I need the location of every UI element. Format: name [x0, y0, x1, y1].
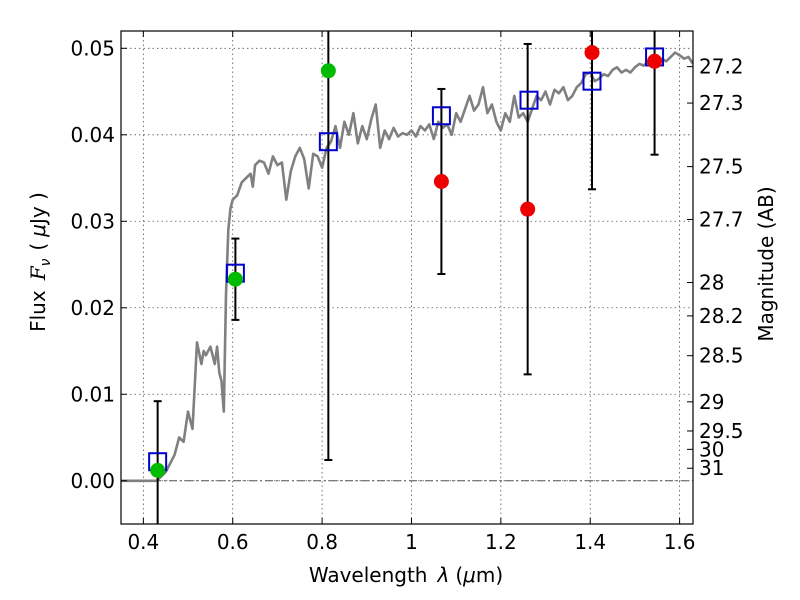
upper-limit-point	[520, 201, 536, 217]
y-tick-label: 0.03	[70, 209, 115, 233]
x-tick-label: 1.6	[664, 530, 696, 554]
magnitude-tick-label: 31	[699, 456, 724, 480]
axis-ticks	[121, 31, 693, 524]
y-tick-label: 0.04	[70, 123, 115, 147]
x-axis-label: Wavelength λ (μm)	[309, 563, 503, 587]
y-tick-label: 0.00	[70, 469, 115, 493]
magnitude-tick-label: 28	[699, 271, 724, 295]
magnitude-tick-label: 30	[699, 437, 724, 461]
magnitude-tick-label: 29	[699, 390, 724, 414]
y-tick-label: 0.02	[70, 296, 115, 320]
model-spectrum-line	[121, 51, 693, 483]
model-photometry-square	[582, 71, 602, 91]
x-tick-label: 1.4	[574, 530, 606, 554]
upper-limit-point	[647, 53, 663, 69]
x-tick-label: 0.4	[127, 530, 159, 554]
magnitude-tick-label: 28.2	[699, 304, 744, 328]
upper-limit-point	[584, 45, 600, 61]
y-tick-label: 0.01	[70, 382, 115, 406]
y-tick-labels: 0.00 0.01 0.02 0.03 0.04 0.05	[70, 36, 115, 492]
magnitude-tick-label: 29.5	[699, 419, 744, 443]
model-photometry-square	[431, 106, 451, 126]
data-markers	[148, 45, 665, 478]
upper-limit-point	[433, 173, 449, 189]
x-tick-labels: 0.4 0.6 0.8 1 1.2 1.4 1.6	[127, 530, 695, 554]
detection-point	[150, 462, 166, 478]
model-photometry-square	[519, 90, 539, 110]
x-tick-label: 1	[405, 530, 418, 554]
magnitude-tick-label: 28.5	[699, 344, 744, 368]
detection-point	[227, 271, 243, 287]
y-axis-label: FluxFν(μJy )	[26, 192, 54, 332]
magnitude-tick-label: 27.2	[699, 55, 744, 79]
magnitude-axis-label: Magnitude (AB)	[754, 186, 778, 341]
magnitude-tick-label: 27.3	[699, 91, 744, 115]
model-spectrum	[121, 51, 693, 483]
grid	[121, 31, 693, 524]
x-tick-label: 1.2	[485, 530, 517, 554]
magnitude-tick-label: 27.7	[699, 207, 744, 231]
model-photometry-square	[318, 132, 338, 152]
plot-frame	[120, 30, 694, 525]
y-tick-label: 0.05	[70, 36, 115, 60]
magnitude-tick-label: 27.5	[699, 155, 744, 179]
x-tick-label: 0.6	[217, 530, 249, 554]
x-tick-label: 0.8	[306, 530, 338, 554]
detection-point	[320, 63, 336, 79]
